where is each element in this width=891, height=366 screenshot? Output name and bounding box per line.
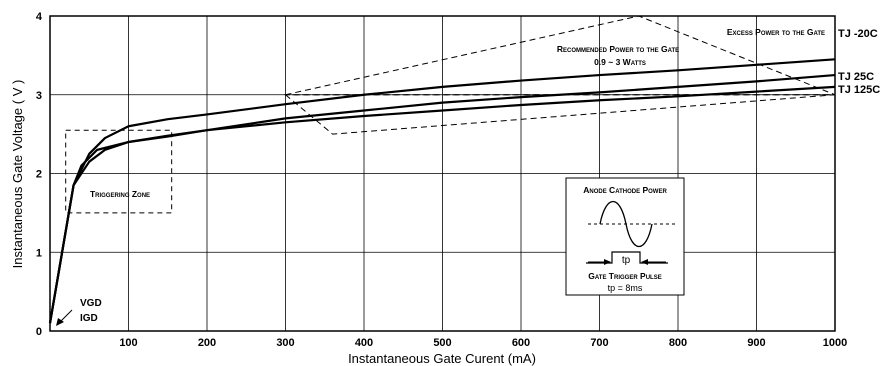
- inset-box: [565, 177, 685, 296]
- x-tick-label: 900: [747, 337, 765, 349]
- vgd-label: VGD: [80, 298, 102, 309]
- x-tick-label: 200: [198, 337, 216, 349]
- arrow-right-icon: [604, 259, 611, 265]
- x-tick-label: 500: [433, 337, 451, 349]
- igd-label: IGD: [80, 313, 98, 324]
- x-tick-label: 700: [590, 337, 608, 349]
- sine-wave-icon: [599, 201, 653, 247]
- tick-labels: 100 200 300 400 500 600 700 800 900 1000 0 1 2 3 4: [36, 11, 847, 349]
- series-line-0: [48, 58, 836, 324]
- inset-pulse-diagram: Anode Cathode Power tp Gate Trigger Puls…: [565, 177, 685, 296]
- inset-pulse-label: Gate Trigger Pulse: [588, 271, 661, 281]
- x-tick-label: 1000: [823, 337, 847, 349]
- recommended-range-label: 0.9 ~ 3 Watts: [594, 57, 646, 67]
- excess-power-label: Excess Power to the Gate: [727, 27, 825, 37]
- x-tick-label: 600: [512, 337, 530, 349]
- inset-title: Anode Cathode Power: [583, 185, 667, 195]
- x-tick-label: 400: [355, 337, 373, 349]
- recommended-power-label: Recommended Power to the Gate: [557, 44, 679, 54]
- arrow-left-icon: [641, 259, 648, 265]
- x-tick-label: 300: [276, 337, 294, 349]
- power-regions: [65, 15, 836, 214]
- series-label-tj-minus20: TJ -20C: [838, 28, 878, 40]
- x-tick-label: 800: [669, 337, 687, 349]
- series-line-1: [48, 73, 836, 324]
- y-axis-label: Instantaneous Gate Voltage ( V ): [10, 80, 25, 269]
- inset-tp-value: tp = 8ms: [608, 283, 643, 293]
- triggering-zone-box: [65, 129, 173, 214]
- x-tick-label: 100: [119, 337, 137, 349]
- excess-power-region: [285, 15, 836, 96]
- y-tick-label: 3: [36, 90, 42, 102]
- x-axis-label: Instantaneous Gate Curent (mA): [348, 351, 536, 366]
- y-tick-label: 4: [36, 11, 43, 23]
- triggering-zone-label: Triggering Zone: [90, 189, 150, 199]
- series-label-tj-125: TJ 125C: [838, 84, 880, 96]
- y-tick-label: 2: [36, 169, 42, 181]
- series-line-2: [48, 85, 836, 324]
- y-tick-label: 0: [36, 326, 42, 338]
- gridlines: [50, 16, 835, 331]
- series-lines: [48, 58, 836, 324]
- series-label-tj-25: TJ 25C: [838, 71, 874, 83]
- vgd-igd-marker: VGD IGD: [56, 298, 102, 326]
- inset-tp-label: tp: [622, 255, 631, 266]
- y-tick-label: 1: [36, 247, 42, 259]
- recommended-power-region: [284, 94, 836, 135]
